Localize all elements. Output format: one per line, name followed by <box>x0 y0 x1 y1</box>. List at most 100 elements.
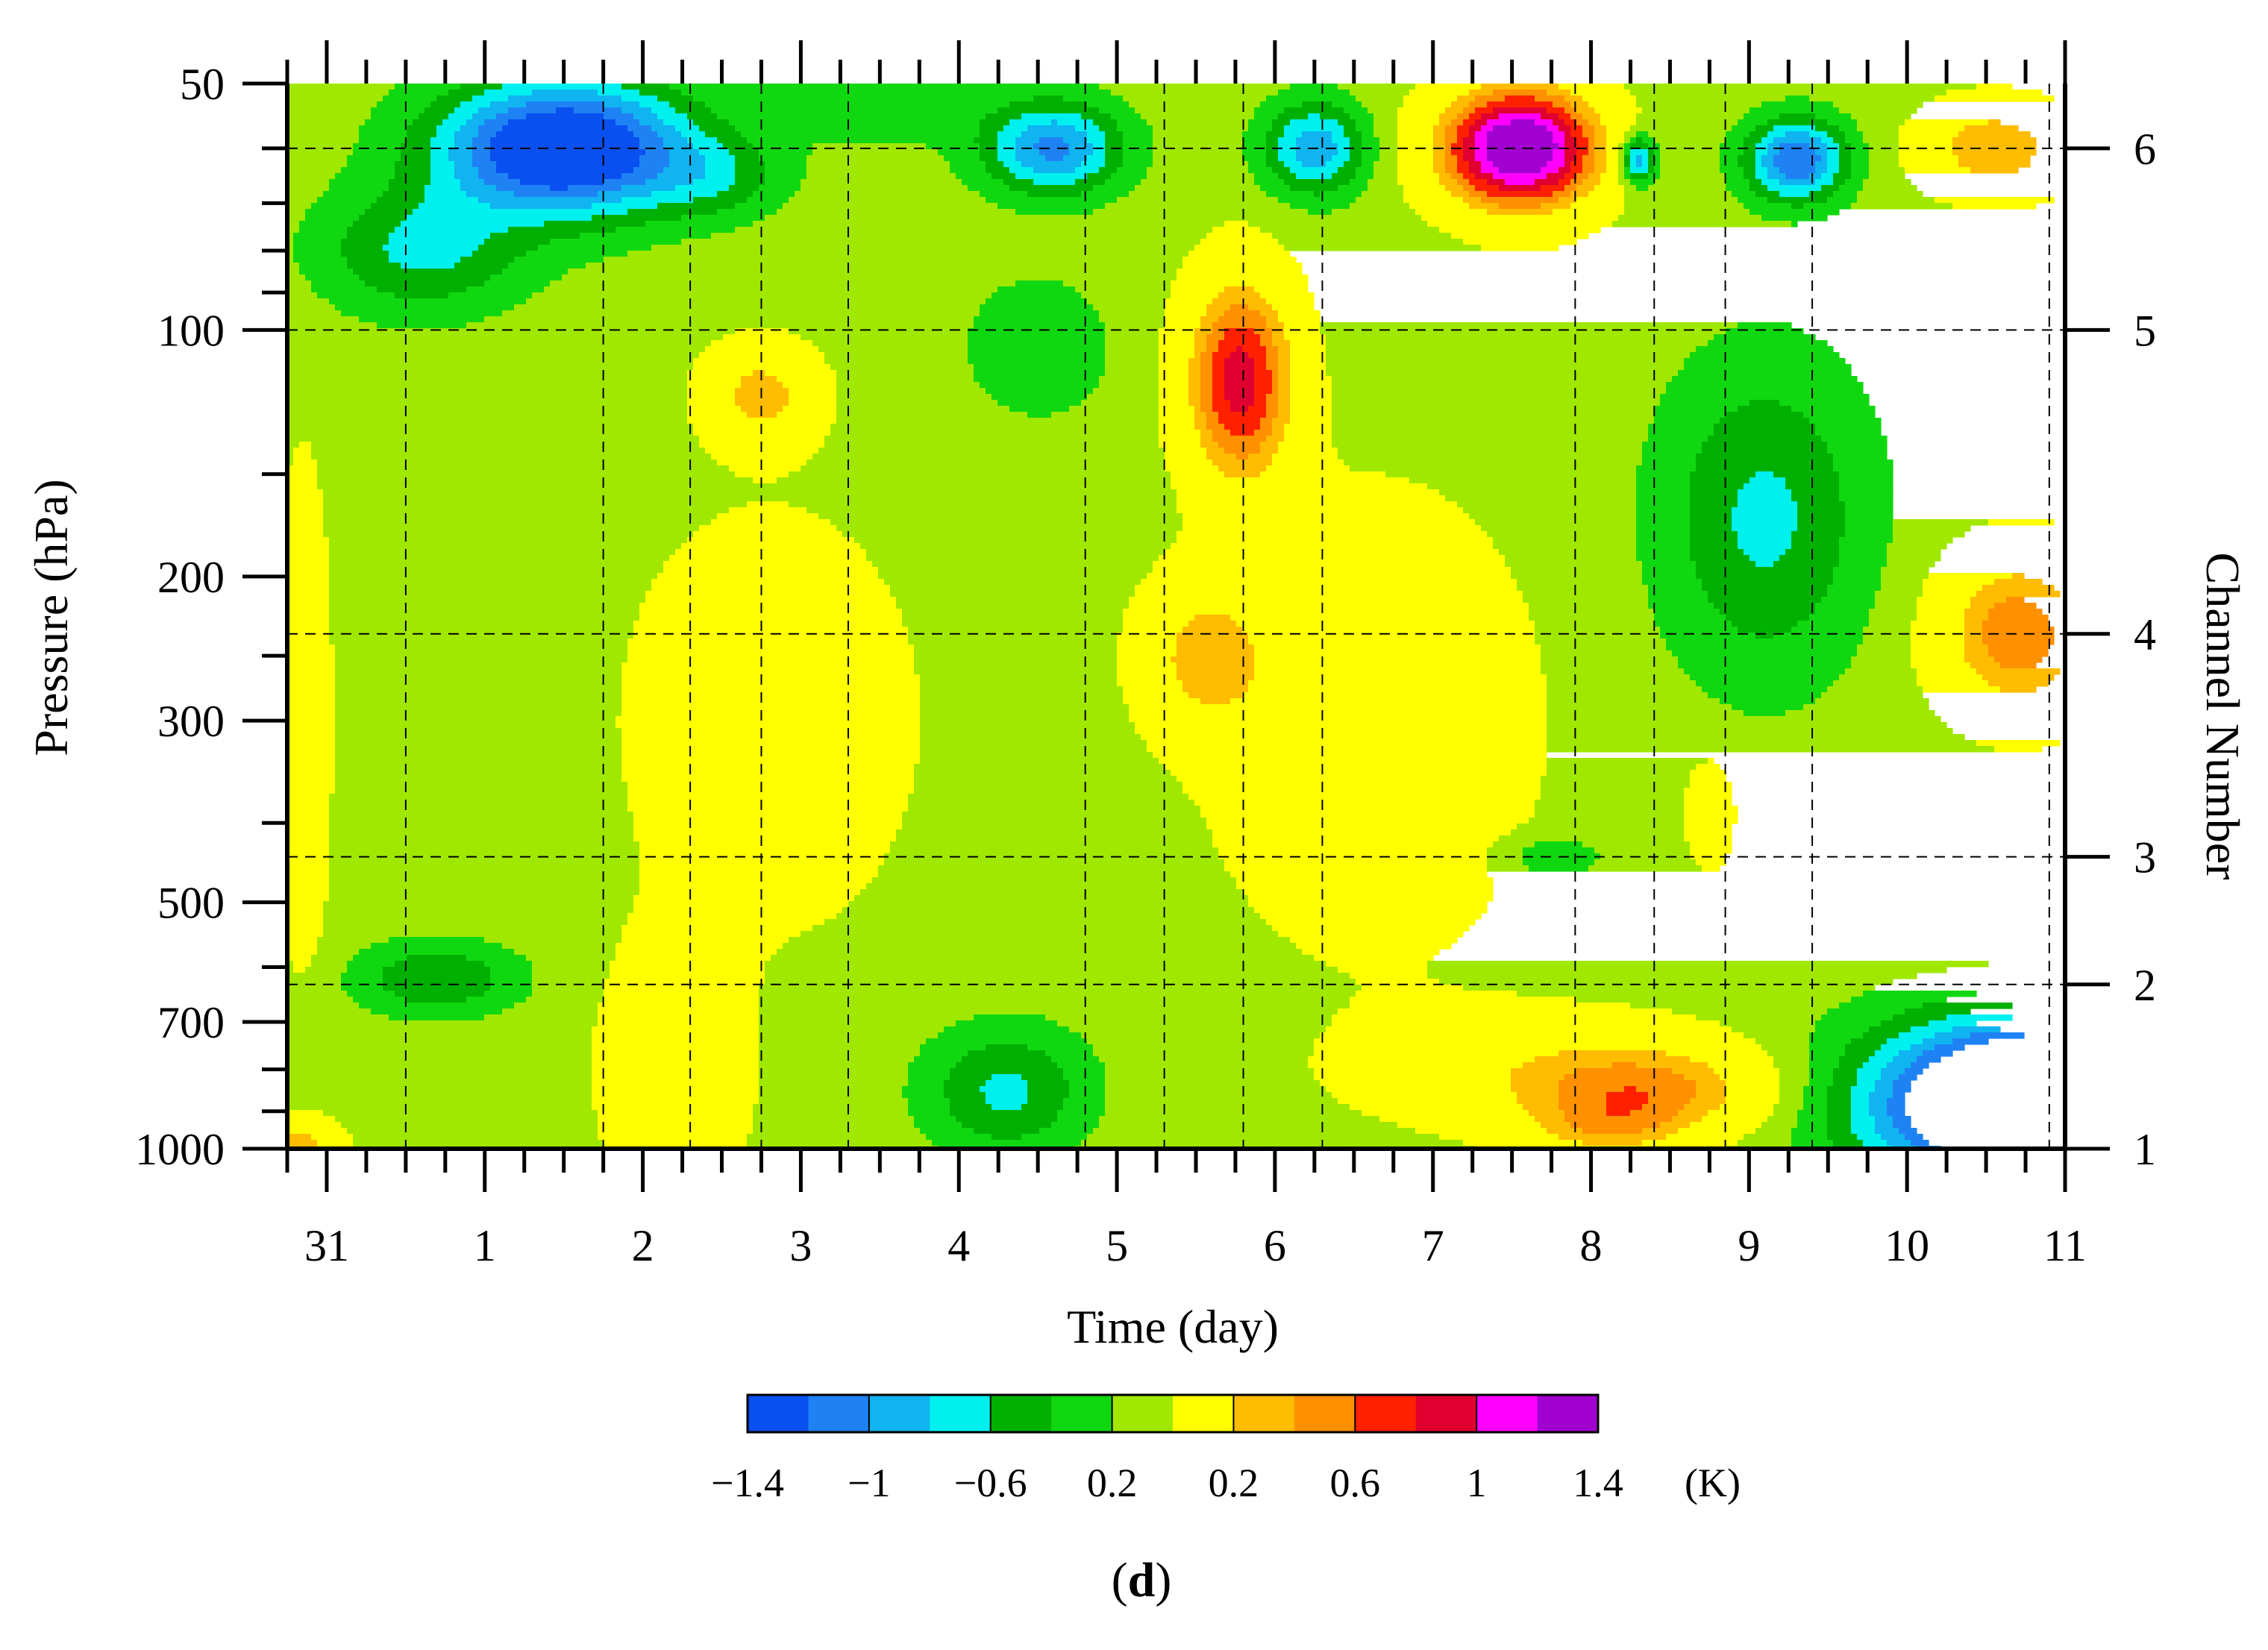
contour-cell <box>1224 370 1255 377</box>
contour-cell <box>1505 95 1535 102</box>
contour-cell <box>293 967 306 973</box>
contour-cell <box>1254 328 1273 335</box>
contour-cell <box>1165 310 1207 317</box>
contour-cell <box>1988 680 2049 687</box>
contour-cell <box>1582 131 1595 138</box>
contour-cell <box>615 955 771 962</box>
contour-cell <box>830 364 974 371</box>
contour-cell <box>520 179 604 186</box>
contour-cell <box>1111 173 1147 180</box>
contour-cell <box>1535 812 1685 818</box>
contour-cell <box>1481 113 1500 120</box>
contour-cell <box>287 448 294 454</box>
contour-cell <box>430 101 461 108</box>
contour-cell <box>1123 131 1153 138</box>
contour-cell <box>735 227 1213 233</box>
contour-cell <box>1851 662 1911 669</box>
contour-cell <box>1200 698 1231 705</box>
contour-cell <box>950 1068 1064 1075</box>
contour-cell <box>699 149 730 156</box>
contour-cell <box>914 788 1183 794</box>
contour-cell <box>287 251 294 257</box>
contour-cell <box>1445 137 1458 144</box>
contour-cell <box>789 388 837 395</box>
contour-cell <box>287 143 354 150</box>
contour-cell <box>801 334 968 341</box>
contour-cell <box>323 507 730 514</box>
contour-cell <box>1194 418 1207 424</box>
contour-cell <box>2000 686 2037 693</box>
contour-cell <box>974 370 1106 377</box>
contour-cell <box>818 513 1183 520</box>
contour-cell <box>1469 191 1488 198</box>
contour-cell <box>1946 90 2043 96</box>
contour-cell <box>1755 1038 1810 1045</box>
contour-cell <box>1654 418 1720 424</box>
contour-cell <box>359 215 407 222</box>
contour-cell <box>1833 101 1923 108</box>
contour-cell <box>1206 454 1237 460</box>
contour-cell <box>329 555 670 562</box>
contour-cell <box>1779 1098 1804 1105</box>
contour-cell <box>1290 388 1332 395</box>
contour-cell <box>759 1080 909 1087</box>
contour-cell <box>1690 513 1732 520</box>
contour-cell <box>1332 1014 1697 1021</box>
contour-cell <box>347 155 401 162</box>
contour-cell <box>890 585 1135 592</box>
contour-cell <box>1093 149 1106 156</box>
contour-cell <box>729 465 801 472</box>
contour-cell <box>1153 567 1512 574</box>
contour-cell <box>287 674 336 681</box>
contour-cell <box>1642 448 1702 454</box>
contour-cell <box>1857 1074 1882 1081</box>
contour-cell <box>1487 143 1559 150</box>
contour-cell <box>1463 197 1482 204</box>
contour-cell <box>1123 149 1153 156</box>
contour-cell <box>854 895 1249 902</box>
contour-cell <box>1994 656 2043 663</box>
contour-cell <box>1827 1122 1852 1129</box>
contour-cell <box>1618 155 1625 162</box>
contour-cell <box>1230 698 1547 705</box>
contour-cell <box>836 406 1010 412</box>
contour-cell <box>1863 131 1899 138</box>
contour-cell <box>645 179 694 186</box>
contour-cell <box>287 937 318 944</box>
contour-cell <box>1177 650 1255 657</box>
contour-cell <box>287 328 736 335</box>
contour-cell <box>1744 149 1756 156</box>
contour-cell <box>1105 1086 1326 1093</box>
contour-cell <box>1320 113 1350 120</box>
contour-cell <box>1815 167 1828 174</box>
contour-cell <box>1827 161 1840 168</box>
contour-cell <box>1481 125 1494 132</box>
contour-cell <box>1887 549 1941 556</box>
contour-cell <box>1105 137 1124 144</box>
contour-cell <box>992 173 1016 180</box>
contour-cell <box>1278 358 1291 365</box>
contour-cell <box>1660 627 1738 633</box>
contour-cell <box>1648 424 1714 430</box>
contour-cell <box>657 113 688 120</box>
contour-cell <box>1248 352 1267 359</box>
contour-cell <box>1087 173 1112 180</box>
contour-cell <box>1570 161 1583 168</box>
contour-cell <box>1332 424 1649 430</box>
contour-cell <box>1827 167 1840 174</box>
contour-cell <box>1887 1110 1905 1117</box>
contour-cell <box>777 209 1016 216</box>
contour-cell <box>1851 1092 1870 1099</box>
contour-cell <box>944 155 980 162</box>
contour-cell <box>395 84 461 90</box>
contour-cell <box>329 621 634 627</box>
contour-cell <box>454 107 479 114</box>
contour-cell <box>1803 412 1876 418</box>
contour-cell <box>1660 143 1720 150</box>
contour-cell <box>1015 173 1088 180</box>
contour-cell <box>1648 597 1708 603</box>
contour-cell <box>1153 149 1243 156</box>
contour-cell <box>1296 149 1338 156</box>
contour-cell <box>323 931 622 938</box>
contour-cell <box>1797 621 1870 627</box>
